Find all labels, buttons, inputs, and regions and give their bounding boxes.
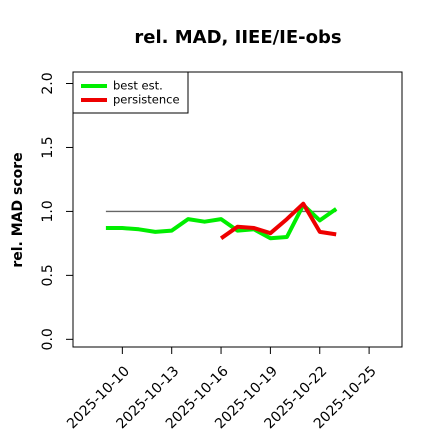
series-line bbox=[105, 203, 338, 241]
legend-label: persistence bbox=[113, 93, 180, 107]
legend-box bbox=[72, 71, 189, 114]
y-tick-label: 2.0 bbox=[40, 72, 56, 94]
legend-label: best est. bbox=[113, 79, 163, 93]
y-tick-label: 1.0 bbox=[40, 200, 56, 222]
y-tick-label: 0.0 bbox=[40, 328, 56, 350]
chart-title: rel. MAD, IIEE/IE-obs bbox=[134, 27, 341, 48]
y-tick-label: 0.5 bbox=[40, 264, 56, 286]
y-tick-label: 1.5 bbox=[40, 136, 56, 158]
plot-frame bbox=[72, 71, 403, 348]
y-axis-label: rel. MAD score bbox=[10, 152, 26, 267]
series-line bbox=[219, 201, 337, 240]
